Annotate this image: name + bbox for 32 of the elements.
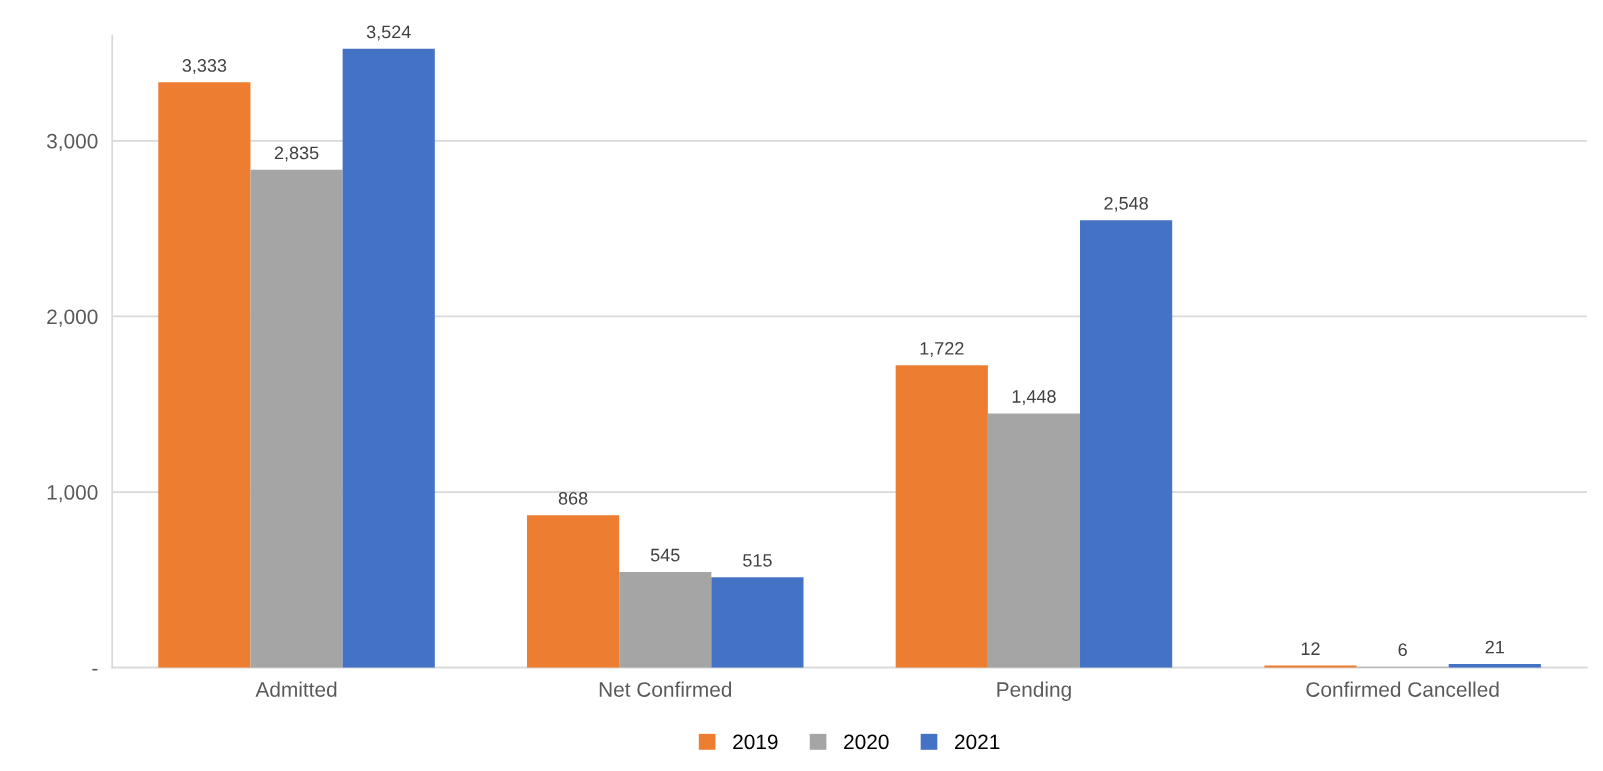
bar [158,82,251,668]
data-label: 1,448 [1012,390,1056,406]
y-tick-label: 2,000 [47,309,98,327]
data-label: 515 [743,554,772,567]
data-label: 3,333 [182,59,227,74]
bar [619,571,712,668]
data-label: 6 [1398,643,1407,657]
bar [987,413,1081,668]
data-label: 1,722 [920,341,964,357]
bar [895,365,988,668]
bar [250,169,343,668]
data-label: 2,548 [1104,196,1148,212]
bar [526,515,620,668]
y-tick-label: 3,000 [46,133,98,152]
data-label: 21 [1485,640,1504,654]
x-tick-label: Admitted [255,681,337,697]
data-label: 12 [1301,642,1320,655]
x-tick-label: Net Confirmed [599,681,732,697]
bar [342,48,435,668]
bar [711,577,804,668]
data-label: 3,524 [366,25,411,41]
y-tick-label: - [92,668,98,671]
data-label: 545 [650,548,680,562]
bar [1080,220,1173,668]
x-tick-label: Confirmed Cancelled [1306,681,1499,697]
legend-label: 2020 [844,734,889,750]
legend-label: 2021 [955,734,1000,750]
x-tick-label: Pending [997,681,1071,701]
y-tick-label: 1,000 [47,485,98,503]
data-label: 2,835 [274,146,319,162]
data-label: 868 [558,491,588,505]
legend-label: 2019 [733,734,778,750]
